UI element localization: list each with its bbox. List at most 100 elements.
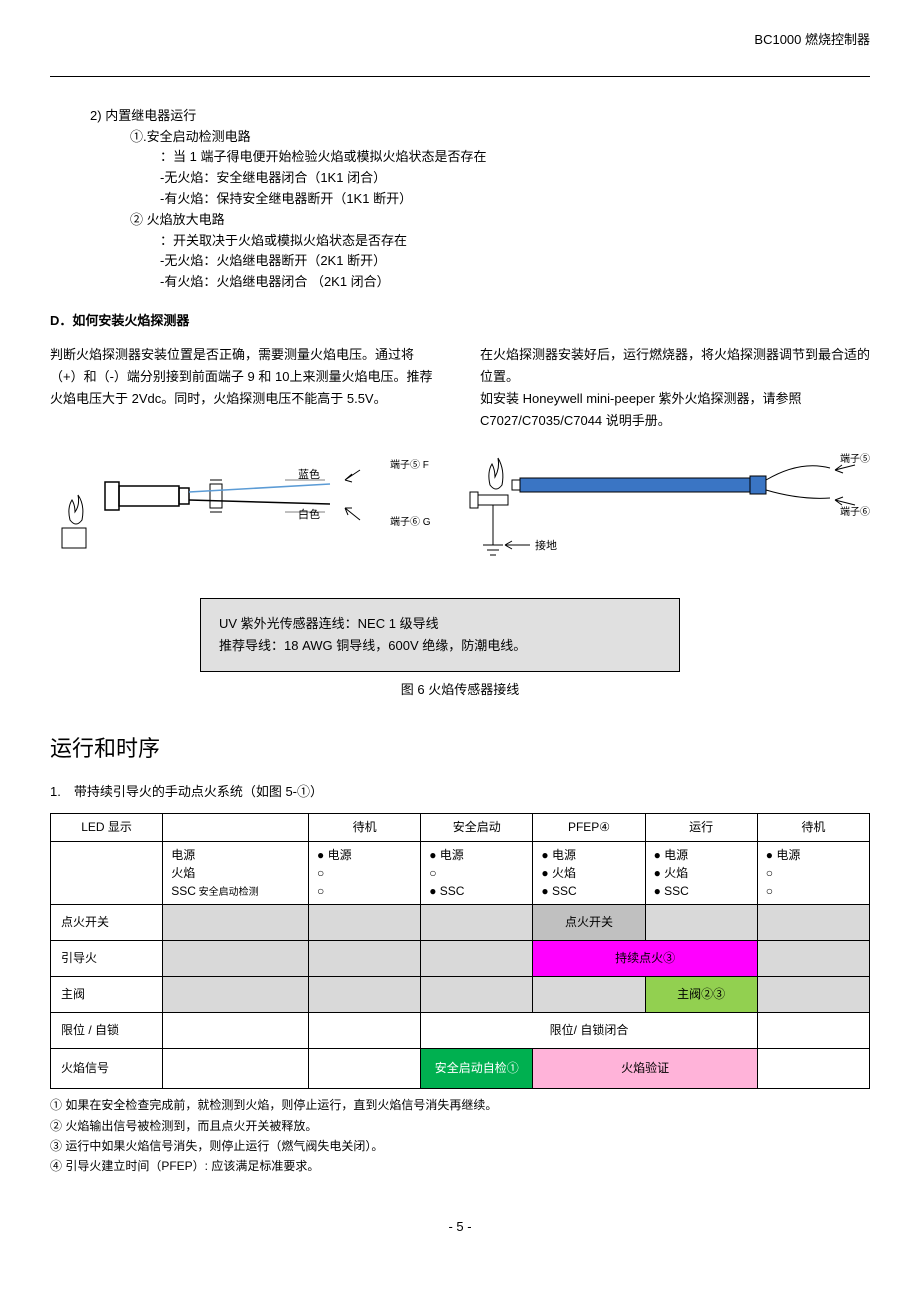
note-line-2: 推荐导线：18 AWG 铜导线，600V 绝缘，防潮电线。 xyxy=(219,635,661,657)
section-d-title: D．如何安装火焰探测器 xyxy=(50,311,870,332)
mv-c4: 主阀②③ xyxy=(645,977,757,1013)
ign-c2 xyxy=(421,905,533,941)
ignition-sw-label: 点火开关 xyxy=(51,905,163,941)
lm-c234: 限位/ 自锁闭合 xyxy=(421,1013,758,1049)
led-ssc-label: SSC xyxy=(171,884,196,898)
led-power-label: 电源 xyxy=(171,848,195,862)
label-term6-r: 端子⑥ G xyxy=(840,505,870,518)
note-3: ③ 运行中如果火焰信号消失，则停止运行（燃气阀失电关闭）。 xyxy=(50,1136,870,1156)
pil-c2 xyxy=(421,941,533,977)
label-term5-r: 端子⑤ F xyxy=(840,452,870,465)
led-c2: ● 电源 ○ ● SSC xyxy=(421,842,533,905)
row-ignition-sw: 点火开关 点火开关 xyxy=(51,905,870,941)
led-blank xyxy=(51,842,163,905)
sec2-sub2-l3: -有火焰：火焰继电器闭合 （2K1 闭合） xyxy=(160,272,870,293)
pilot-label: 引导火 xyxy=(51,941,163,977)
row-pilot: 引导火 持续点火③ xyxy=(51,941,870,977)
section-d-left: 判断火焰探测器安装位置是否正确，需要测量火焰电压。通过将（+）和（-）端分别接到… xyxy=(50,344,440,432)
c1-ssc: ○ xyxy=(317,884,324,898)
diagram-right: 接地 端子⑤ F 端子⑥ G xyxy=(460,450,870,580)
mv-c3 xyxy=(533,977,645,1013)
fs-c1 xyxy=(309,1049,421,1089)
row-limit: 限位 / 自锁 限位/ 自锁闭合 xyxy=(51,1013,870,1049)
note-line-1: UV 紫外光传感器连线：NEC 1 级导线 xyxy=(219,613,661,635)
limit-label: 限位 / 自锁 xyxy=(51,1013,163,1049)
notes-list: ① 如果在安全检查完成前，就检测到火焰，则停止运行，直到火焰信号消失再继续。 ②… xyxy=(50,1095,870,1177)
pil-blank xyxy=(163,941,309,977)
pil-c5 xyxy=(757,941,869,977)
col-c4: 运行 xyxy=(645,814,757,842)
c3-ssc: ● SSC xyxy=(541,884,576,898)
diagram-row: 蓝色 白色 端子⑤ F 端子⑥ G 接地 端子⑤ F xyxy=(50,450,870,580)
fs-c2: 安全启动自检① xyxy=(421,1049,533,1089)
c4-ssc: ● SSC xyxy=(654,884,689,898)
main-valve-label: 主阀 xyxy=(51,977,163,1013)
mv-c2 xyxy=(421,977,533,1013)
c1-flame: ○ xyxy=(317,866,324,880)
sec2-sub2-l2: -无火焰：火焰继电器断开（2K1 断开） xyxy=(160,251,870,272)
figure-caption: 图 6 火焰传感器接线 xyxy=(50,680,870,701)
sec2-line: 2) 内置继电器运行 xyxy=(90,106,870,127)
led-c1: ● 电源 ○ ○ xyxy=(309,842,421,905)
flame-sig-label: 火焰信号 xyxy=(51,1049,163,1089)
led-ssc-sub: 安全启动检测 xyxy=(196,887,259,898)
label-ground: 接地 xyxy=(535,539,557,552)
fs-c34: 火焰验证 xyxy=(533,1049,757,1089)
sec2-sub1-l3: -有火焰：保持安全继电器断开（1K1 断开） xyxy=(160,189,870,210)
c4-flame: ● 火焰 xyxy=(654,866,689,880)
sec2-sub1-l1: ：当 1 端子得电便开始检验火焰或模拟火焰状态是否存在 xyxy=(160,147,870,168)
pil-c34: 持续点火③ xyxy=(533,941,757,977)
led-flame-label: 火焰 xyxy=(171,866,195,880)
row-flame-sig: 火焰信号 安全启动自检① 火焰验证 xyxy=(51,1049,870,1089)
section-d-columns: 判断火焰探测器安装位置是否正确，需要测量火焰电压。通过将（+）和（-）端分别接到… xyxy=(50,344,870,432)
mv-c1 xyxy=(309,977,421,1013)
c5-flame: ○ xyxy=(766,866,773,880)
led-c3: ● 电源 ● 火焰 ● SSC xyxy=(533,842,645,905)
diagram-left: 蓝色 白色 端子⑤ F 端子⑥ G xyxy=(50,450,440,560)
col-led: LED 显示 xyxy=(51,814,163,842)
ign-c3: 点火开关 xyxy=(533,905,645,941)
header-rule xyxy=(50,76,870,77)
ign-c5 xyxy=(757,905,869,941)
fs-c5 xyxy=(757,1049,869,1089)
sec2-sub1-l2: -无火焰：安全继电器闭合（1K1 闭合） xyxy=(160,168,870,189)
fs-blank xyxy=(163,1049,309,1089)
c2-ssc: ● SSC xyxy=(429,884,464,898)
timing-table: LED 显示 待机 安全启动 PFEP④ 运行 待机 电源 火焰 SSC 安全启… xyxy=(50,813,870,1089)
col-c3: PFEP④ xyxy=(533,814,645,842)
sec2-sub2-l1: ：开关取决于火焰或模拟火焰状态是否存在 xyxy=(160,231,870,252)
mv-blank xyxy=(163,977,309,1013)
sec2-sub2: ② 火焰放大电路 xyxy=(130,210,870,231)
c1-power: ● 电源 xyxy=(317,848,352,862)
pil-c1 xyxy=(309,941,421,977)
col-c1: 待机 xyxy=(309,814,421,842)
ign-c4 xyxy=(645,905,757,941)
note-2: ② 火焰输出信号被检测到，而且点火开关被释放。 xyxy=(50,1116,870,1136)
sec2-num: 2) xyxy=(90,108,102,123)
sec2-sub1: ①.安全启动检测电路 xyxy=(130,127,870,148)
label-term6-l: 端子⑥ G xyxy=(390,515,431,528)
runtime-header: 运行和时序 xyxy=(50,731,870,766)
col-blank xyxy=(163,814,309,842)
ign-c1 xyxy=(309,905,421,941)
row-main-valve: 主阀 主阀②③ xyxy=(51,977,870,1013)
c2-flame: ○ xyxy=(429,866,436,880)
note-4: ④ 引导火建立时间（PFEP）: 应该满足标准要求。 xyxy=(50,1156,870,1176)
sec2-title: 内置继电器运行 xyxy=(105,108,196,123)
c3-power: ● 电源 xyxy=(541,848,576,862)
header-product: BC1000 燃烧控制器 xyxy=(50,30,870,51)
col-c5: 待机 xyxy=(757,814,869,842)
page-number: - 5 - xyxy=(50,1217,870,1238)
table-header-row: LED 显示 待机 安全启动 PFEP④ 运行 待机 xyxy=(51,814,870,842)
c3-flame: ● 火焰 xyxy=(541,866,576,880)
runtime-sub: 1. 带持续引导火的手动点火系统（如图 5-①） xyxy=(50,782,870,803)
lm-c5 xyxy=(757,1013,869,1049)
lm-c1 xyxy=(309,1013,421,1049)
led-labels: 电源 火焰 SSC 安全启动检测 xyxy=(163,842,309,905)
label-blue: 蓝色 xyxy=(298,467,320,481)
col-c2: 安全启动 xyxy=(421,814,533,842)
c5-ssc: ○ xyxy=(766,884,773,898)
section-d-right-2: 如安装 Honeywell mini-peeper 紫外火焰探测器，请参照 C7… xyxy=(480,391,801,428)
label-term5-l: 端子⑤ F xyxy=(390,458,429,471)
c5-power: ● 电源 xyxy=(766,848,801,862)
